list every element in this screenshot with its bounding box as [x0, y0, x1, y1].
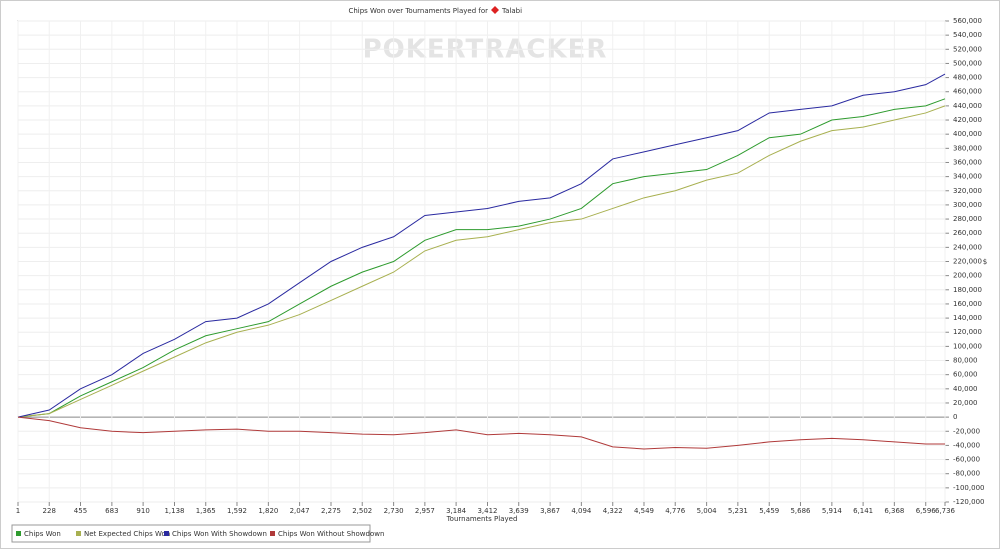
- legend-label: Chips Won: [24, 530, 61, 538]
- y-tick-label: 380,000: [953, 144, 982, 152]
- y-tick-label: 220,000: [953, 258, 982, 266]
- x-tick-label: 4,322: [603, 507, 623, 515]
- series-line: [17, 73, 946, 418]
- x-axis-label: Tournaments Played: [446, 515, 518, 523]
- y-tick-label: -80,000: [953, 470, 980, 478]
- x-tick-label: 1: [16, 507, 20, 515]
- x-tick-label: 4,776: [665, 507, 686, 515]
- x-tick-label: 455: [74, 507, 87, 515]
- y-tick-label: 360,000: [953, 158, 982, 166]
- x-tick-label: 2,957: [415, 507, 435, 515]
- y-tick-label: 140,000: [953, 314, 982, 322]
- x-tick-label: 5,686: [790, 507, 811, 515]
- x-tick-label: 1,820: [258, 507, 278, 515]
- y-tick-label: 440,000: [953, 102, 982, 110]
- x-tick-label: 4,094: [571, 507, 592, 515]
- x-tick-label: 3,639: [509, 507, 529, 515]
- legend: [11, 524, 371, 543]
- y-tick-label: 460,000: [953, 88, 982, 96]
- y-tick-label: -20,000: [953, 427, 980, 435]
- x-tick-label: 1,365: [196, 507, 216, 515]
- y-tick-label: 320,000: [953, 187, 982, 195]
- y-tick-label: 60,000: [953, 371, 978, 379]
- y-tick-label: 400,000: [953, 130, 982, 138]
- x-tick-label: 3,412: [477, 507, 497, 515]
- legend-label: Net Expected Chips Won: [84, 530, 170, 538]
- y-tick-label: 560,000: [953, 17, 982, 25]
- y-tick-label: 480,000: [953, 74, 982, 82]
- x-tick-label: 5,231: [728, 507, 748, 515]
- legend-swatch: [76, 531, 81, 536]
- y-tick-label: 340,000: [953, 173, 982, 181]
- series-line: [17, 98, 946, 418]
- x-tick-label: 228: [43, 507, 56, 515]
- y-tick-label: -60,000: [953, 456, 980, 464]
- x-tick-label: 4,549: [634, 507, 654, 515]
- y-tick-label: 300,000: [953, 201, 982, 209]
- y-axis-label: $: [983, 258, 987, 266]
- y-tick-label: 180,000: [953, 286, 982, 294]
- x-tick-label: 683: [105, 507, 118, 515]
- x-tick-label: 5,459: [759, 507, 779, 515]
- y-tick-label: 540,000: [953, 31, 982, 39]
- y-tick-label: -120,000: [953, 498, 984, 506]
- chart-title: Chips Won over Tournaments Played for: [348, 7, 488, 15]
- y-tick-label: 200,000: [953, 272, 982, 280]
- y-tick-label: -40,000: [953, 441, 980, 449]
- x-tick-label: 5,004: [697, 507, 718, 515]
- series-line: [17, 416, 945, 450]
- player-icon: [491, 6, 499, 14]
- y-tick-label: -100,000: [953, 484, 984, 492]
- y-tick-label: 0: [953, 413, 957, 421]
- x-tick-label: 6,368: [884, 507, 904, 515]
- x-tick-label: 5,914: [822, 507, 843, 515]
- y-tick-label: 420,000: [953, 116, 982, 124]
- x-tick-label: 2,502: [352, 507, 372, 515]
- x-tick-label: 2,275: [321, 507, 341, 515]
- x-tick-label: 910: [136, 507, 149, 515]
- legend-swatch: [16, 531, 21, 536]
- x-tick-label: 6,596: [916, 507, 937, 515]
- y-tick-label: 240,000: [953, 243, 982, 251]
- legend-label: Chips Won Without Showdown: [278, 530, 384, 538]
- y-tick-label: 40,000: [953, 385, 978, 393]
- player-name: Talabi: [501, 7, 522, 15]
- y-tick-label: 80,000: [953, 357, 978, 365]
- x-tick-label: 6,736: [935, 507, 956, 515]
- x-tick-label: 1,138: [164, 507, 184, 515]
- y-tick-label: 500,000: [953, 59, 982, 67]
- x-tick-label: 1,592: [227, 507, 247, 515]
- x-tick-label: 3,867: [540, 507, 560, 515]
- y-tick-label: 160,000: [953, 300, 982, 308]
- x-tick-label: 2,730: [384, 507, 404, 515]
- x-tick-label: 3,184: [446, 507, 467, 515]
- y-tick-label: 20,000: [953, 399, 978, 407]
- series-line: [17, 105, 946, 418]
- y-tick-label: 100,000: [953, 342, 982, 350]
- y-tick-label: 280,000: [953, 215, 982, 223]
- legend-swatch: [270, 531, 275, 536]
- y-tick-label: 260,000: [953, 229, 982, 237]
- x-tick-label: 2,047: [290, 507, 310, 515]
- x-tick-label: 6,141: [853, 507, 873, 515]
- y-tick-label: 120,000: [953, 328, 982, 336]
- legend-swatch: [164, 531, 169, 536]
- y-tick-label: 520,000: [953, 45, 982, 53]
- legend-label: Chips Won With Showdown: [172, 530, 267, 538]
